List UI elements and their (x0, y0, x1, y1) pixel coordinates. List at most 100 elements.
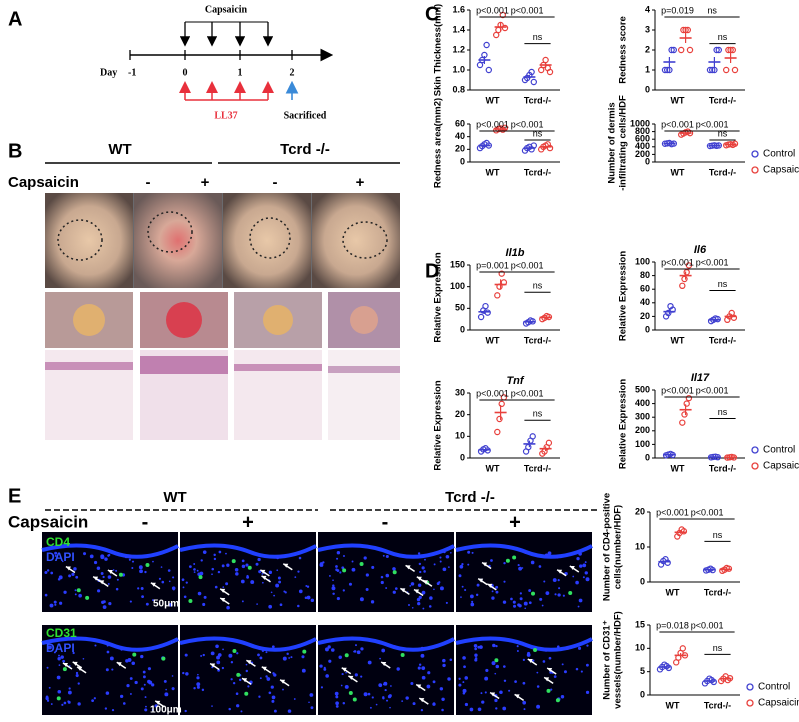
comparison-label: p<0.001 (476, 119, 509, 129)
mouse-photos (45, 193, 400, 288)
nucleus (261, 581, 264, 584)
nucleus (442, 663, 446, 668)
stain (400, 652, 405, 657)
stain-label: CD31 (46, 626, 77, 640)
nucleus (536, 704, 541, 709)
nucleus (211, 567, 215, 571)
nucleus (62, 659, 66, 663)
nucleus (576, 557, 580, 561)
nucleus (539, 597, 543, 601)
arrow-head (261, 666, 267, 671)
nucleus (196, 569, 199, 572)
nucleus (417, 552, 421, 555)
nucleus (421, 675, 426, 680)
nucleus (327, 645, 331, 649)
nucleus (171, 675, 174, 677)
nucleus (201, 688, 205, 692)
panel-label: E (8, 485, 21, 507)
nucleus (557, 593, 561, 597)
arrow-head (242, 678, 248, 683)
nucleus (371, 696, 374, 699)
nucleus (474, 657, 478, 660)
nucleus (228, 653, 233, 658)
nucleus (105, 668, 109, 672)
closeup-photos (45, 292, 400, 348)
nucleus (384, 688, 387, 692)
nucleus (380, 575, 384, 579)
nucleus (380, 580, 384, 585)
nucleus (202, 602, 206, 606)
arrow-head (65, 566, 71, 571)
nucleus (126, 684, 130, 688)
legend-marker (746, 699, 754, 707)
nucleus (268, 570, 273, 575)
nucleus (255, 562, 259, 566)
nucleus (221, 564, 225, 568)
nucleus (462, 656, 466, 660)
stain (568, 591, 573, 596)
nucleus (513, 604, 517, 608)
nucleus (259, 677, 262, 680)
timeline-ticks (129, 50, 293, 60)
data-point (493, 31, 500, 39)
nucleus (172, 576, 175, 579)
nucleus (495, 644, 498, 648)
arrow-head (569, 566, 575, 571)
day: 2 (290, 67, 295, 78)
nucleus (547, 551, 552, 556)
data-point (681, 275, 688, 283)
y-tick-label: 200 (635, 149, 650, 159)
stain (232, 649, 237, 654)
nucleus (53, 600, 57, 604)
nucleus (319, 664, 323, 668)
comparison-label: ns (533, 32, 543, 42)
nucleus (422, 607, 425, 610)
panel-label: B (8, 140, 22, 162)
nucleus (306, 595, 311, 600)
y-tick-label: 600 (635, 134, 650, 144)
legend-marker (746, 683, 754, 691)
stain (302, 649, 307, 654)
chart-title: Tnf (506, 375, 524, 387)
nucleus (147, 679, 151, 684)
nucleus (46, 666, 49, 669)
nucleus (127, 657, 132, 662)
data-point (682, 26, 689, 34)
nucleus (143, 675, 146, 679)
y-tick-label: 0 (460, 452, 465, 462)
stain (505, 558, 510, 563)
nucleus (271, 645, 275, 649)
nucleus (120, 648, 123, 651)
nucleus (282, 688, 284, 691)
nucleus (418, 595, 422, 600)
y-tick-label: 800 (635, 126, 650, 136)
nucleus (283, 590, 286, 593)
nucleus (365, 588, 369, 592)
nucleus (185, 581, 188, 584)
nucleus (241, 600, 244, 603)
y-tick-label: 3 (645, 24, 650, 34)
nucleus (575, 667, 579, 671)
nucleus (521, 567, 524, 569)
nucleus (140, 654, 144, 659)
y-tick-label: 400 (635, 398, 650, 408)
nucleus (265, 675, 268, 678)
nucleus (280, 554, 283, 558)
data-point (665, 309, 672, 317)
data-point (678, 46, 685, 54)
y-axis-label: Number of CD4-positive (602, 493, 613, 601)
nucleus (469, 594, 474, 599)
nucleus (474, 647, 478, 651)
y-tick-label: 500 (635, 384, 650, 394)
nucleus (524, 551, 527, 554)
comparison-label: p<0.001 (661, 119, 694, 129)
data-point (713, 46, 720, 54)
data-point (499, 11, 506, 19)
nucleus (102, 575, 105, 579)
x-tick-label: Tcrd-/- (709, 463, 736, 473)
nucleus (336, 596, 340, 601)
stain (85, 595, 90, 600)
nucleus (572, 575, 575, 578)
nucleus (536, 671, 539, 674)
comparison-label: p<0.001 (476, 5, 509, 15)
